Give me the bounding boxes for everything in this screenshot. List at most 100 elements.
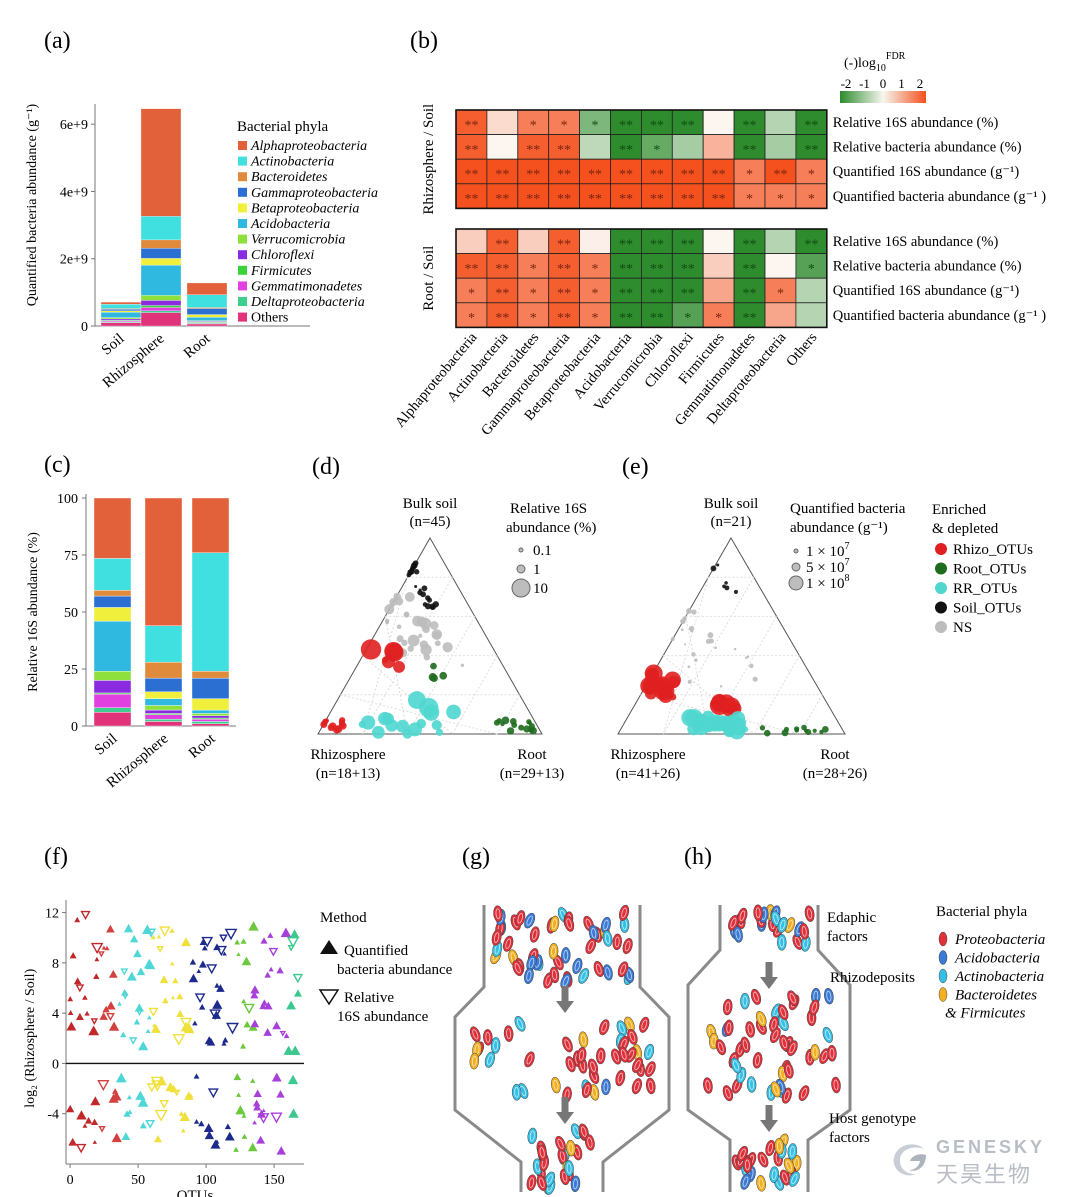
panel-e-ternary: Bulk soil (n=21) Rhizosphere (n=41+26) Root (… (611, 496, 1034, 782)
b-heat-cell (486, 134, 519, 160)
f-triangle-filled (203, 1123, 214, 1132)
b-star: * (592, 262, 599, 277)
f-triangle-filled (150, 934, 156, 940)
f-triangle-filled (170, 995, 176, 1000)
b-heat-cell (579, 253, 611, 279)
e-size-label: 5 × 107 (806, 557, 849, 576)
f-triangle-filled (235, 1105, 246, 1115)
panel-c-stacked-bar: 0 25 50 75 100 Relative 16S abundance (%) Soil… (26, 492, 236, 791)
g-legend-label-2: & Firmicutes (945, 1006, 1026, 1022)
c-bar-segment (93, 607, 132, 622)
ternary-point (708, 638, 714, 644)
f-triangle-filled (260, 937, 268, 944)
b-heat-cell (517, 302, 550, 328)
bacterium (483, 1029, 493, 1046)
bacterium (703, 1077, 713, 1094)
f-triangle-filled (204, 1036, 214, 1045)
ternary-point (749, 663, 754, 669)
panel-label-g: (g) (462, 844, 490, 870)
b-star: * (530, 311, 537, 326)
f-triangle-filled (90, 1096, 101, 1106)
f-legend-filled-icon (320, 940, 338, 954)
b-star: * (808, 168, 815, 183)
g-legend-icon (938, 931, 948, 947)
f-triangle-filled (123, 1110, 131, 1117)
f-triangle-filled (264, 1001, 273, 1010)
bacterium-highlight (494, 932, 500, 943)
panel-f-scatter: 0 50 100 150 -4 0 4 8 12 OTUs log₂ (Rhizosphere / … (23, 900, 453, 1197)
bacterium-highlight (546, 1174, 553, 1185)
f-triangle-filled (150, 1024, 161, 1033)
bacterium-highlight (786, 1065, 792, 1076)
b-heat-cell (702, 228, 735, 255)
c-bar-segment (93, 707, 132, 713)
b-star: * (777, 287, 784, 302)
e-size-title-2: abundance (g⁻¹) (790, 520, 888, 536)
bacterium (769, 1166, 779, 1183)
e-size-label: 1 × 108 (806, 573, 849, 592)
bacterium-highlight (493, 1040, 499, 1051)
ternary-point (430, 674, 438, 682)
a-legend-swatch (238, 156, 247, 166)
a-bar-segment (140, 248, 182, 259)
bacterium-highlight (595, 963, 602, 975)
b-scale-tick: 0 (880, 76, 887, 91)
panel-a-stacked-bar: 0 2e+9 4e+9 6e+9 Quantified bacteria abundan… (25, 103, 378, 391)
f-triangle-filled (268, 966, 274, 972)
f-triangle-filled (222, 1037, 229, 1043)
bacterium (746, 1076, 757, 1093)
b-heat-cell (733, 253, 766, 279)
bacterium-highlight (555, 957, 562, 968)
ternary-point (431, 629, 443, 640)
e-legend-title-2: & depleted (932, 521, 999, 537)
f-triangle-filled (126, 1094, 132, 1100)
f-triangle-filled (121, 1132, 131, 1140)
ternary-point (805, 729, 812, 736)
bacterium-highlight (526, 915, 533, 926)
b-row-label: Quantified bacteria abundance (g⁻¹ ) (833, 308, 1046, 324)
panel-label-c: (c) (44, 452, 71, 478)
g-legend-label: Actinobacteria (954, 969, 1044, 985)
arrow-shaft (561, 986, 569, 1002)
b-star: ** (557, 168, 571, 183)
c-bar-segment (144, 497, 183, 626)
b-star: ** (464, 143, 478, 158)
f-triangle-open (97, 951, 105, 958)
c-bar-segment (144, 714, 183, 720)
f-triangle-open (128, 1037, 138, 1045)
watermark-en: GENESKY (936, 1137, 1046, 1157)
f-triangle-filled (210, 1139, 221, 1149)
c-y-tick-label: 0 (71, 720, 78, 735)
bacterium-highlight (794, 1157, 800, 1169)
f-triangle-filled (144, 958, 155, 969)
f-triangle-filled (243, 1020, 251, 1028)
watermark: GENESKY 天昊生物 (888, 1137, 1058, 1188)
b-heat-cell (610, 183, 642, 209)
ternary-point (733, 589, 739, 594)
d-size-label: 10 (533, 581, 548, 597)
panel-label-f: (f) (44, 844, 68, 870)
b-star: * (808, 192, 815, 207)
bacterium-highlight (605, 967, 611, 978)
c-bar-segment (191, 718, 230, 722)
bacterium-highlight (618, 1023, 625, 1034)
f-triangle-open (257, 1113, 270, 1124)
c-bar-segment (144, 677, 183, 692)
ternary-point (688, 625, 695, 632)
b-heat-cell (671, 158, 704, 185)
b-star: * (746, 168, 753, 183)
f-triangle-filled (147, 1015, 152, 1020)
c-bar-segment (191, 715, 230, 719)
g-legend-icon (938, 987, 948, 1002)
b-star: ** (804, 143, 818, 158)
bacterium (527, 1127, 538, 1145)
b-heat-cell (702, 183, 735, 209)
c-x-tick-label: Root (186, 730, 219, 762)
f-triangle-open (172, 1034, 186, 1046)
a-y-tick-label: 6e+9 (60, 118, 88, 133)
bacterium-highlight (627, 1049, 635, 1060)
g-legend-label: Bacteroidetes (955, 988, 1037, 1004)
f-triangle-open (219, 934, 228, 943)
b-heat-cell (795, 277, 828, 304)
g-legend-label: Proteobacteria (954, 932, 1045, 948)
